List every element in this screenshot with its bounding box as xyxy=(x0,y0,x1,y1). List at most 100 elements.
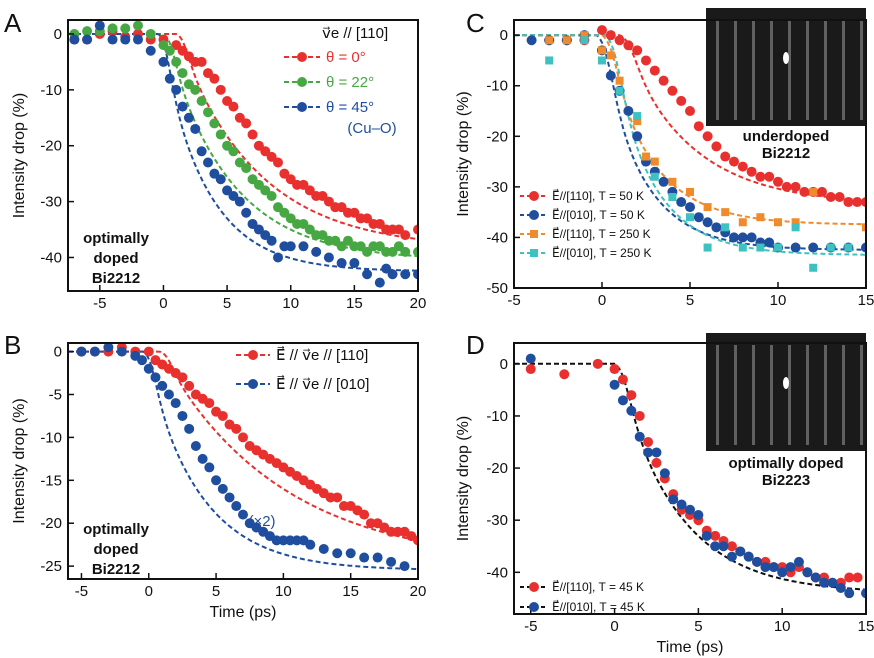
data-point xyxy=(668,494,679,505)
data-point xyxy=(372,552,383,563)
y-tick-label: -40 xyxy=(486,229,508,246)
data-point xyxy=(809,187,818,196)
data-point xyxy=(241,163,252,174)
data-point xyxy=(120,34,131,45)
y-axis-label: Intensity drop (%) xyxy=(11,93,28,218)
data-point xyxy=(738,243,747,252)
data-point xyxy=(143,363,154,374)
axes-frame xyxy=(513,342,867,615)
data-point xyxy=(852,572,863,583)
data-point xyxy=(721,208,730,217)
data-point xyxy=(826,243,835,252)
data-point xyxy=(650,172,659,181)
inset-streak xyxy=(860,20,863,120)
data-point xyxy=(359,552,370,563)
data-point xyxy=(710,541,721,552)
x-tick-label: -5 xyxy=(507,292,520,309)
data-point xyxy=(676,197,687,208)
data-point xyxy=(617,374,628,385)
legend-marker xyxy=(297,52,307,62)
data-point xyxy=(400,230,411,241)
data-point xyxy=(311,246,322,257)
x-tick-label: -5 xyxy=(93,295,106,312)
data-point xyxy=(667,85,678,96)
data-point xyxy=(247,129,258,140)
legend-label: E⃗//[010], T = 45 K xyxy=(552,599,645,614)
data-point xyxy=(834,191,845,202)
y-tick-label: 0 xyxy=(500,356,508,373)
data-point xyxy=(177,68,188,79)
data-point xyxy=(609,379,620,390)
x-tick-label: 15 xyxy=(858,618,874,635)
data-point xyxy=(177,410,188,421)
data-point xyxy=(615,86,624,95)
inset-streak xyxy=(788,20,791,120)
y-axis-label: Intensity drop (%) xyxy=(455,91,472,216)
diffraction-inset-image xyxy=(706,8,866,166)
data-point xyxy=(204,462,215,473)
data-point xyxy=(562,36,571,45)
data-point xyxy=(626,405,637,416)
x-tick-label: 20 xyxy=(410,583,427,600)
y-tick-label: -50 xyxy=(486,280,508,297)
scale-note: (×2) xyxy=(248,513,275,530)
data-point xyxy=(332,548,343,559)
series-3 xyxy=(545,31,866,232)
x-tick-label: 0 xyxy=(159,295,167,312)
data-point xyxy=(609,364,620,375)
legend-label: E⃗ // v⃗e // [010] xyxy=(276,374,369,393)
data-point xyxy=(737,161,748,172)
axes-frame xyxy=(67,19,419,292)
legend-sublabel: (Cu–O) xyxy=(347,120,396,137)
axes-frame xyxy=(67,342,419,580)
y-tick-label: 0 xyxy=(54,344,62,361)
x-tick-label: 15 xyxy=(858,292,874,309)
legend-title: v⃗e // [110] xyxy=(322,25,388,42)
data-point xyxy=(273,252,283,263)
x-tick-label: 10 xyxy=(770,292,787,309)
data-point xyxy=(791,218,800,227)
data-point xyxy=(615,76,624,85)
data-point xyxy=(711,222,722,233)
x-tick-label: 5 xyxy=(694,618,702,635)
data-point xyxy=(107,23,118,34)
y-tick-label: -5 xyxy=(49,386,62,403)
data-point xyxy=(686,187,694,196)
data-point xyxy=(413,224,418,235)
data-point xyxy=(183,112,194,123)
panel-letter: C xyxy=(466,8,485,38)
data-point xyxy=(642,152,650,161)
data-point xyxy=(545,36,554,45)
data-point xyxy=(793,556,804,567)
data-point xyxy=(137,355,148,366)
data-point xyxy=(685,504,695,515)
data-point xyxy=(359,509,370,520)
data-point xyxy=(791,223,800,232)
data-point xyxy=(215,84,226,95)
data-point xyxy=(238,432,248,443)
data-point xyxy=(184,380,195,391)
data-point xyxy=(633,117,642,126)
data-point xyxy=(720,151,731,162)
legend-marker xyxy=(529,582,539,592)
data-point xyxy=(157,380,168,391)
data-point xyxy=(852,197,863,208)
data-points xyxy=(526,25,866,272)
data-point xyxy=(580,31,589,40)
data-point xyxy=(810,572,821,583)
data-point xyxy=(323,252,334,263)
x-tick-label: 10 xyxy=(275,583,292,600)
panel-a: -5 0 5 10 15 20 0 -10 -20 -30 -40 Intensity drop (%… xyxy=(4,8,426,312)
data-point xyxy=(143,346,154,357)
y-tick-label: -20 xyxy=(486,460,508,477)
legend-label: E⃗ // v⃗e // [110] xyxy=(276,345,368,364)
data-point xyxy=(738,218,747,227)
data-point xyxy=(399,561,410,572)
panel-d: -5 0 5 10 15 0 -10 -20 -30 -40 Intensity drop (%) T… xyxy=(455,330,874,656)
data-point xyxy=(768,562,779,573)
inset-background xyxy=(706,8,866,126)
data-point xyxy=(626,390,637,401)
y-tick-label: -40 xyxy=(486,564,508,581)
data-point xyxy=(737,232,748,243)
